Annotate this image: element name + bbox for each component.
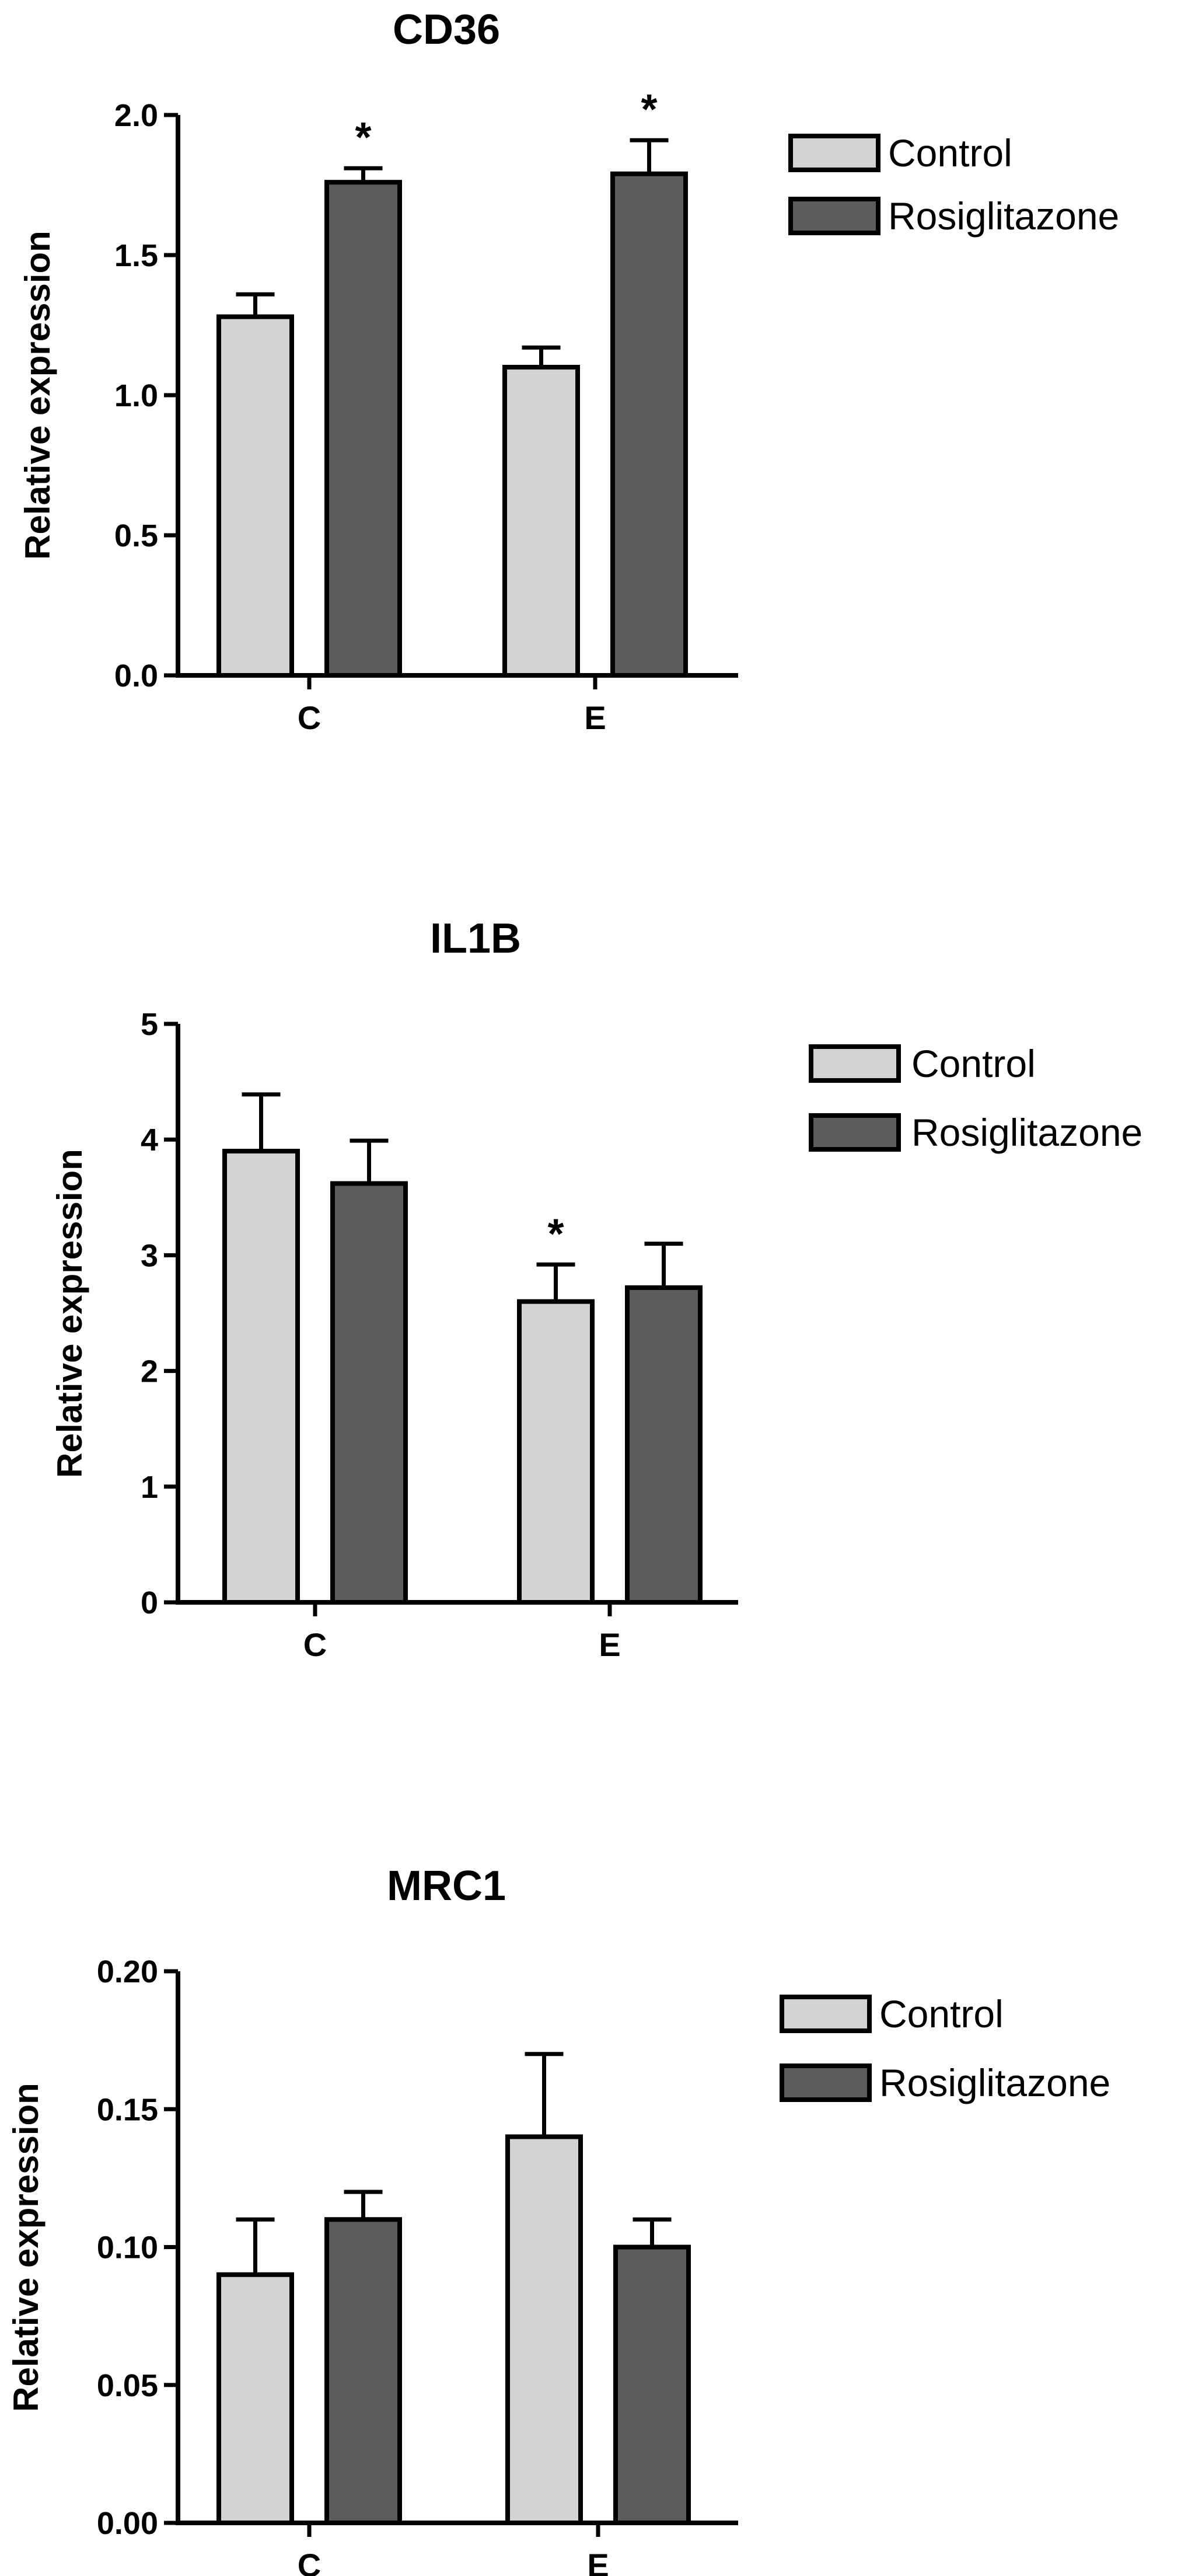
y-tick-label: 0.15 [97,2092,158,2127]
y-tick-label: 0 [141,1585,158,1620]
y-tick-label: 1.0 [114,378,158,413]
legend-swatch-rosiglitazone [809,1113,901,1152]
bar-rosiglitazone-c [324,180,402,678]
y-tick-label: 0.20 [97,1954,158,1989]
x-tick-label: E [587,2547,609,2576]
legend-swatch-control [809,1044,901,1083]
chart-panel-cd36: CD36 Relative expression 0.0 0.5 1.0 1.5 2.0 C *… [18,6,1119,736]
x-tick-label: C [298,2547,321,2576]
legend-label-control: Control [888,131,1012,175]
chart-title: MRC1 [387,1863,506,1909]
y-tick-label: 0.0 [114,658,158,693]
bar-control-c [216,314,294,678]
y-tick-label: 5 [141,1007,158,1042]
x-tick-label: C [298,699,321,736]
bar-control-e [502,365,580,678]
y-axis-label: Relative expression [18,231,57,560]
chart-panel-il1b: IL1B Relative expression 0 1 2 3 4 5 C E * Control R… [50,915,1142,1663]
legend-swatch-control [788,134,880,172]
chart-title: IL1B [430,915,521,962]
x-tick-label: C [303,1626,327,1663]
significance-marker: * [547,1211,564,1257]
y-tick-label: 0.00 [97,2506,158,2541]
legend-label-rosiglitazone: Rosiglitazone [879,2061,1110,2104]
y-axis-label: Relative expression [6,2083,46,2412]
bar-control-c [216,2272,294,2525]
x-tick-label: E [599,1626,620,1663]
bar-rosiglitazone-c [324,2217,402,2525]
legend-label-control: Control [911,1042,1036,1085]
y-tick-label: 1 [141,1470,158,1505]
y-tick-label: 2.0 [114,98,158,133]
chart-title: CD36 [393,6,500,53]
legend-swatch-rosiglitazone [788,197,880,235]
x-tick-label: E [584,699,606,736]
legend-label-rosiglitazone: Rosiglitazone [911,1111,1142,1154]
bar-control-e [505,2134,583,2525]
y-axis-label: Relative expression [50,1149,89,1478]
y-tick-label: 1.5 [114,238,158,273]
bar-rosiglitazone-e [613,2244,691,2525]
chart-panel-mrc1: MRC1 Relative expression 0.00 0.05 0.10 0.15 0… [6,1863,1110,2576]
y-tick-label: 0.10 [97,2230,158,2265]
bar-control-c [222,1149,300,1605]
y-tick-label: 2 [141,1354,158,1389]
legend-label-control: Control [879,1992,1004,2035]
legend-swatch-rosiglitazone [780,2063,872,2102]
y-tick-label: 4 [141,1123,158,1158]
bar-control-e [517,1299,595,1605]
y-tick-label: 0.5 [114,518,158,553]
legend-label-rosiglitazone: Rosiglitazone [888,194,1119,238]
bar-rosiglitazone-e [610,171,688,678]
bar-rosiglitazone-e [625,1285,703,1605]
y-tick-label: 0.05 [97,2368,158,2403]
y-tick-label: 3 [141,1238,158,1273]
significance-marker: * [355,114,371,161]
legend-swatch-control [780,1995,872,2033]
bar-rosiglitazone-c [330,1181,408,1605]
significance-marker: * [641,86,657,133]
